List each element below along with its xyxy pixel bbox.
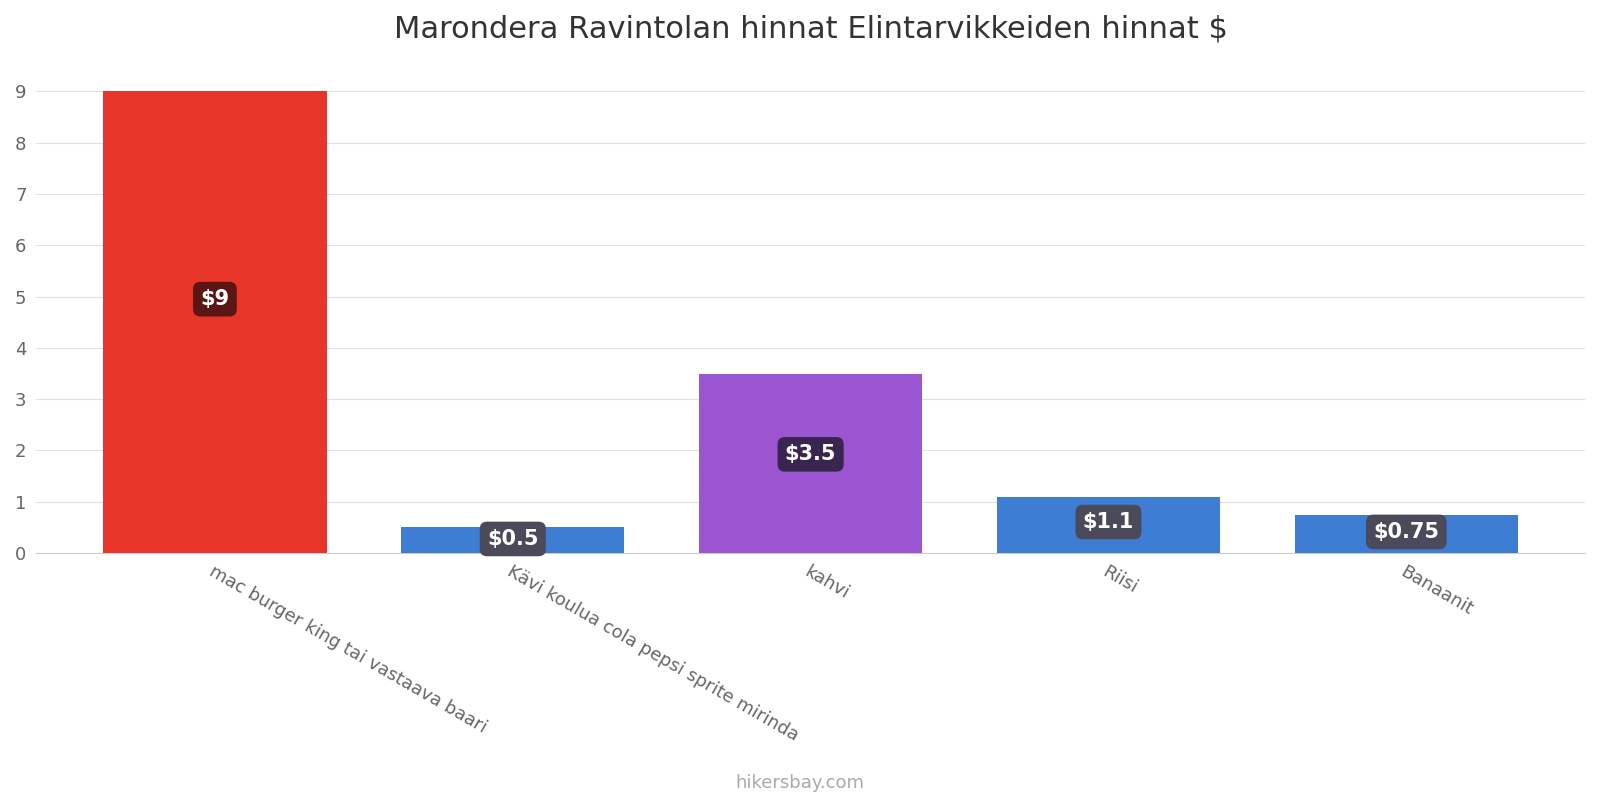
Bar <box>402 527 624 553</box>
Bar <box>699 374 922 553</box>
Text: $3.5: $3.5 <box>786 444 837 464</box>
Text: $0.5: $0.5 <box>486 529 539 549</box>
Text: $0.75: $0.75 <box>1373 522 1440 542</box>
Text: $9: $9 <box>200 289 229 309</box>
Bar <box>997 497 1221 553</box>
Bar <box>1294 514 1518 553</box>
Text: $1.1: $1.1 <box>1083 512 1134 532</box>
Bar <box>104 91 326 553</box>
Title: Marondera Ravintolan hinnat Elintarvikkeiden hinnat $: Marondera Ravintolan hinnat Elintarvikke… <box>394 15 1227 44</box>
Text: hikersbay.com: hikersbay.com <box>736 774 864 792</box>
